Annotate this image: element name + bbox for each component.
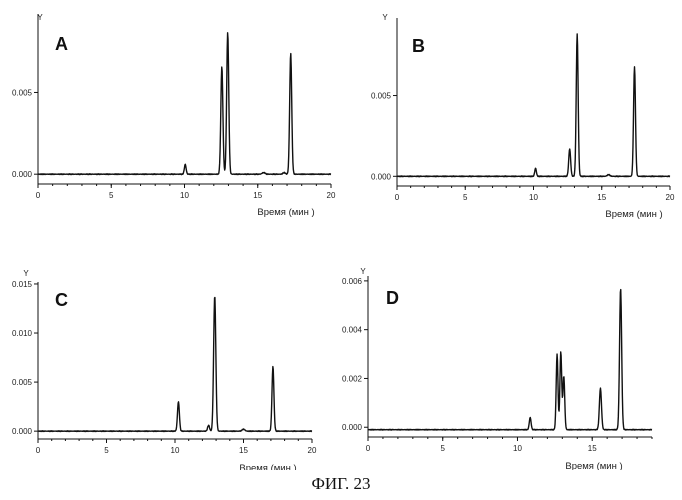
panel-label: C bbox=[55, 290, 68, 310]
x-tick-label: 20 bbox=[327, 191, 336, 200]
x-tick-label: 5 bbox=[463, 193, 468, 202]
x-axis-label: Время (мин ) bbox=[565, 461, 622, 470]
y-axis-label: Y bbox=[23, 269, 29, 278]
chromatogram-trace bbox=[367, 288, 653, 431]
panel-label: B bbox=[412, 36, 425, 56]
x-axis-label: Время (мин ) bbox=[239, 463, 296, 470]
x-tick-label: 0 bbox=[395, 193, 400, 202]
chromatogram-trace bbox=[37, 32, 332, 176]
x-tick-label: 20 bbox=[308, 446, 317, 455]
chromatogram-trace bbox=[396, 33, 671, 178]
y-tick-label: 0.002 bbox=[342, 374, 363, 383]
x-tick-label: 5 bbox=[441, 444, 446, 453]
y-tick-label: 0.004 bbox=[342, 326, 363, 335]
chromatogram-trace bbox=[37, 296, 313, 433]
y-axis-label: Y bbox=[37, 13, 43, 22]
x-tick-label: 0 bbox=[36, 191, 41, 200]
x-axis-label: Время (мин ) bbox=[257, 207, 314, 218]
panel-label: D bbox=[386, 288, 399, 308]
x-tick-label: 10 bbox=[513, 444, 522, 453]
chart-panel-c: 0 5 10 15 20 0.000 0.005 0.010 0.015 Y C Время (мин… bbox=[12, 269, 317, 470]
y-axis-label: Y bbox=[360, 267, 366, 276]
figure-caption: ФИГ. 23 bbox=[311, 474, 371, 493]
panel-label: A bbox=[55, 34, 68, 54]
x-tick-label: 15 bbox=[239, 446, 248, 455]
x-tick-label: 15 bbox=[597, 193, 606, 202]
y-tick-label: 0.000 bbox=[342, 423, 363, 432]
x-tick-label: 15 bbox=[253, 191, 262, 200]
y-tick-label: 0.005 bbox=[371, 92, 392, 101]
x-tick-label: 5 bbox=[109, 191, 114, 200]
y-tick-label: 0.000 bbox=[371, 172, 392, 181]
y-tick-label: 0.000 bbox=[12, 427, 33, 436]
x-tick-label: 5 bbox=[104, 446, 109, 455]
x-tick-label: 0 bbox=[36, 446, 41, 455]
y-tick-label: 0.015 bbox=[12, 280, 33, 289]
y-tick-label: 0.000 bbox=[12, 170, 33, 179]
y-tick-label: 0.006 bbox=[342, 277, 363, 286]
x-tick-label: 20 bbox=[666, 193, 675, 202]
y-tick-label: 0.010 bbox=[12, 329, 33, 338]
y-tick-label: 0.005 bbox=[12, 378, 33, 387]
chart-panel-b: 0 5 10 15 20 0.000 0.005 Y B Время (мин ) bbox=[371, 13, 675, 220]
figure-chromatograms: 0 5 10 15 20 0.000 0.005 Y A Время (мин ) 0 5 10 15 20… bbox=[12, 13, 675, 470]
x-tick-label: 10 bbox=[180, 191, 189, 200]
y-axis-label: Y bbox=[382, 13, 388, 22]
x-tick-label: 0 bbox=[366, 444, 371, 453]
x-axis-label: Время (мин ) bbox=[605, 209, 662, 220]
x-tick-label: 15 bbox=[588, 444, 597, 453]
chart-panel-a: 0 5 10 15 20 0.000 0.005 Y A Время (мин ) bbox=[12, 13, 336, 218]
x-tick-label: 10 bbox=[171, 446, 180, 455]
x-tick-label: 10 bbox=[529, 193, 538, 202]
y-tick-label: 0.005 bbox=[12, 88, 33, 97]
